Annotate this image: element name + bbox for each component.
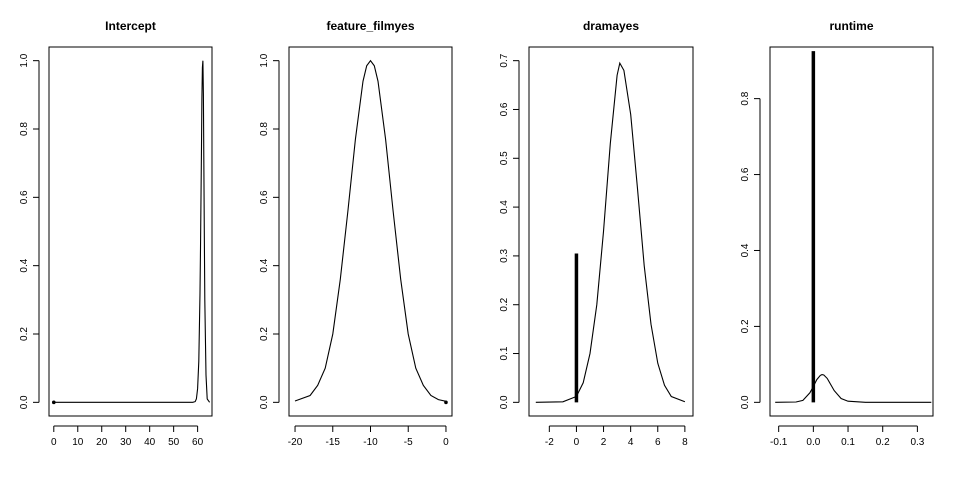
plot-frame xyxy=(769,46,934,417)
x-tick-label: 10 xyxy=(72,437,84,448)
x-tick-label: -10 xyxy=(363,437,378,448)
panel-2: feature_filmyes-20 -15 -10 -5 00.00.20.40.60… xyxy=(259,19,453,448)
density-curve xyxy=(294,59,447,402)
x-tick-label: -5 xyxy=(404,437,413,448)
y-tick-label: 0.2 xyxy=(740,319,751,333)
density-curve xyxy=(775,374,932,403)
x-tick-label: 40 xyxy=(144,437,156,448)
plot-frame xyxy=(528,46,694,417)
y-tick-label: 0.4 xyxy=(259,258,270,272)
y-tick-label: 0.0 xyxy=(740,395,751,409)
y-tick-label: 1.0 xyxy=(259,53,270,67)
x-tick-label: 30 xyxy=(120,437,132,448)
y-tick-label: 0.8 xyxy=(259,122,270,136)
panel-title: runtime xyxy=(829,19,873,33)
x-tick-label: 6 xyxy=(655,437,661,448)
x-tick-label: 0.2 xyxy=(876,437,890,448)
x-tick-label: 60 xyxy=(192,437,204,448)
x-tick-label: -0.1 xyxy=(770,437,788,448)
y-tick-label: 0.6 xyxy=(259,190,270,204)
x-tick-label: 8 xyxy=(682,437,688,448)
x-tick-label: -15 xyxy=(326,437,341,448)
x-tick-label: 0 xyxy=(51,437,57,448)
plot-frame xyxy=(288,46,453,417)
zero-mass-point xyxy=(51,400,56,405)
y-tick-label: 0.4 xyxy=(19,258,30,272)
y-tick-label: 0.4 xyxy=(499,200,510,214)
y-tick-label: 0.6 xyxy=(740,167,751,181)
x-axis: -0.1 0.0 0.1 0.2 0.3 xyxy=(770,425,925,448)
density-curve xyxy=(53,60,211,403)
x-axis: 0 10 20 30 40 50 60 xyxy=(51,425,204,448)
x-tick-label: 0.0 xyxy=(806,437,820,448)
y-tick-label: 0.8 xyxy=(740,91,751,105)
panel-title: feature_filmyes xyxy=(326,19,414,33)
x-tick-label: 2 xyxy=(601,437,607,448)
y-tick-label: 0.2 xyxy=(19,327,30,341)
panel-4: runtime -0.1 0.0 0.1 0.2 0.3 0.0 0.2 0.4 0.6 0.8 xyxy=(740,19,934,448)
y-tick-label: 0.2 xyxy=(259,327,270,341)
y-tick-label: 0.0 xyxy=(19,395,30,409)
panel-3: dramayes -2 0 2 4 6 8 0.0 0.1 0.2 0.3 0.4 0.5 0.6 0.7 xyxy=(499,19,694,448)
x-tick-label: 4 xyxy=(628,437,634,448)
panel-1: Intercept 0 10 20 30 40 50 60 0.0 0.2 0.4 0.6 0.8 1.0 xyxy=(19,19,213,448)
y-tick-label: 0.5 xyxy=(499,151,510,165)
y-axis: 0.0 0.2 0.4 0.6 0.8 1.0 xyxy=(259,53,280,409)
x-tick-label: 0 xyxy=(443,437,449,448)
plot-frame xyxy=(48,46,213,417)
y-tick-label: 0.6 xyxy=(499,102,510,116)
zero-mass-point xyxy=(444,400,448,405)
x-tick-label: 20 xyxy=(96,437,108,448)
y-tick-label: 0.2 xyxy=(499,297,510,311)
y-axis: 0.0 0.2 0.4 0.6 0.8 1.0 xyxy=(19,53,40,409)
x-tick-label: -20 xyxy=(288,437,303,448)
panel-title: Intercept xyxy=(105,19,156,33)
y-tick-label: 0.6 xyxy=(19,190,30,204)
y-tick-label: 0.7 xyxy=(499,53,510,67)
y-tick-label: 0.0 xyxy=(259,395,270,409)
y-tick-label: 0.3 xyxy=(499,249,510,263)
x-tick-label: 0.3 xyxy=(910,437,924,448)
x-tick-label: 0 xyxy=(574,437,580,448)
y-axis: 0.0 0.1 0.2 0.3 0.4 0.5 0.6 0.7 xyxy=(499,53,520,409)
y-tick-label: 0.8 xyxy=(19,122,30,136)
y-tick-label: 0.4 xyxy=(740,243,751,257)
y-tick-label: 0.1 xyxy=(499,346,510,360)
x-tick-label: 0.1 xyxy=(841,437,855,448)
y-tick-label: 1.0 xyxy=(19,53,30,67)
x-axis: -20 -15 -10 -5 0 xyxy=(288,425,449,448)
y-tick-label: 0.0 xyxy=(499,395,510,409)
x-tick-label: 50 xyxy=(168,437,180,448)
x-tick-label: -2 xyxy=(545,437,554,448)
x-axis: -2 0 2 4 6 8 xyxy=(545,425,688,448)
density-curve xyxy=(535,61,686,403)
panel-title: dramayes xyxy=(583,19,639,33)
y-axis: 0.0 0.2 0.4 0.6 0.8 xyxy=(740,91,761,409)
